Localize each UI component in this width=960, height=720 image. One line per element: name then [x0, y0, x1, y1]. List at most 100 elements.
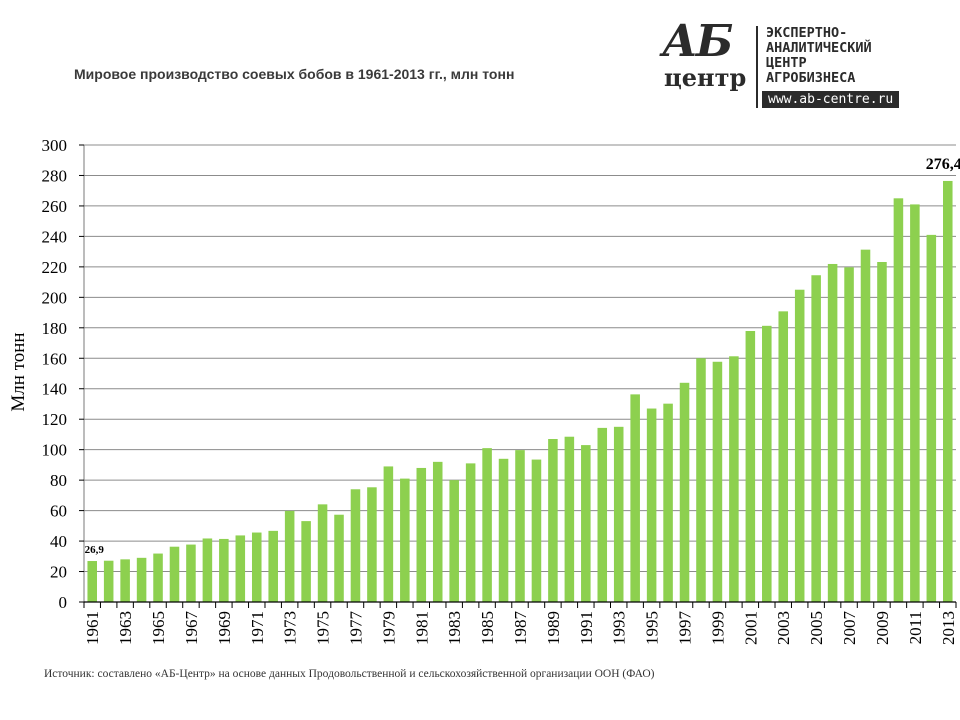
y-tick-labels: 0 20 40 60 80 100 120 140 160 180 200 220 240 260 280 3… [42, 136, 68, 612]
bar [400, 478, 410, 602]
y-tick-label: 120 [42, 410, 68, 429]
bar [482, 448, 492, 602]
bar [581, 445, 591, 602]
axes [79, 144, 957, 608]
bar [762, 325, 772, 602]
x-tick-label: 2005 [807, 611, 826, 645]
bar [778, 311, 789, 602]
bar [136, 557, 147, 602]
bar [169, 546, 180, 602]
bar [860, 249, 871, 602]
bar [811, 275, 821, 602]
x-tick-label: 1981 [412, 611, 431, 645]
bar [827, 263, 838, 602]
data-labels: 26,9 276,4 [85, 156, 960, 556]
bar [597, 427, 608, 602]
x-tick-label: 1991 [577, 611, 596, 645]
logo-mark-top: АБ [662, 16, 733, 67]
y-tick-label: 300 [42, 136, 68, 155]
y-tick-label: 80 [50, 471, 67, 490]
logo-text: ЭКСПЕРТНО- АНАЛИТИЧЕСКИЙ ЦЕНТР АГРОБИЗНЕ… [766, 26, 872, 86]
y-tick-label: 20 [50, 563, 67, 582]
logo-divider [756, 26, 758, 108]
bar [449, 480, 459, 602]
x-tick-label: 1965 [149, 611, 168, 645]
y-tick-label: 40 [50, 532, 67, 551]
bar [696, 358, 706, 602]
y-tick-label: 100 [42, 441, 68, 460]
bar [745, 330, 756, 602]
x-tick-label: 1971 [248, 611, 267, 645]
bar [630, 394, 640, 602]
logo-line: АГРОБИЗНЕСА [766, 70, 856, 86]
bar [613, 426, 624, 602]
x-tick-label: 1973 [281, 611, 300, 645]
bar [334, 514, 344, 602]
bar [465, 463, 476, 602]
logo-line: ЭКСПЕРТНО- [766, 25, 848, 41]
ab-centre-logo: АБ центр ЭКСПЕРТНО- АНАЛИТИЧЕСКИЙ ЦЕНТР … [660, 16, 940, 114]
x-tick-label: 1967 [182, 611, 201, 646]
bar [877, 261, 887, 602]
bar [646, 408, 657, 602]
x-tick-label: 1977 [346, 611, 365, 646]
x-tick-label: 1995 [643, 611, 662, 645]
bars [87, 180, 953, 603]
y-tick-label: 160 [42, 349, 68, 368]
bar [663, 403, 673, 602]
y-tick-label: 180 [42, 319, 68, 338]
bar [383, 466, 394, 602]
source-note: Источник: составлено «АБ-Центр» на основ… [44, 668, 655, 680]
bar [926, 234, 937, 603]
logo-url: www.ab-centre.ru [762, 91, 900, 108]
x-tick-label: 2013 [939, 611, 958, 645]
bar [153, 553, 163, 602]
x-tick-label: 1983 [445, 611, 464, 645]
bar [219, 538, 229, 602]
x-tick-label: 1969 [215, 611, 234, 645]
y-tick-label: 200 [42, 288, 68, 307]
bar [317, 504, 328, 602]
bar [416, 467, 427, 602]
bar [515, 450, 525, 602]
bar [367, 487, 377, 602]
bar [87, 561, 97, 602]
x-tick-label: 1979 [379, 611, 398, 645]
bar [910, 204, 920, 602]
x-tick-label: 2011 [906, 611, 925, 644]
x-tick-label: 1999 [708, 611, 727, 645]
y-tick-label: 140 [42, 380, 68, 399]
bar [120, 559, 130, 602]
x-tick-label: 2001 [741, 611, 760, 645]
y-tick-label: 240 [42, 227, 68, 246]
bar [498, 458, 509, 602]
y-tick-label: 220 [42, 258, 68, 277]
bar [729, 356, 739, 602]
bar [284, 510, 295, 602]
x-tick-label: 1989 [544, 611, 563, 645]
bar [103, 560, 114, 602]
x-tick-label: 2009 [873, 611, 892, 645]
x-tick-label: 1975 [314, 611, 333, 645]
y-tick-label: 260 [42, 197, 68, 216]
bar [235, 535, 246, 602]
x-tick-label: 1987 [511, 611, 530, 646]
bar [712, 361, 723, 602]
x-tick-label: 2003 [774, 611, 793, 645]
y-tick-label: 60 [50, 502, 67, 521]
y-axis-title: Млн тонн [8, 332, 29, 411]
bar [531, 459, 542, 602]
logo-mark-bottom: центр [664, 63, 747, 92]
x-tick-label: 1963 [116, 611, 135, 645]
logo-line: АНАЛИТИЧЕСКИЙ [766, 40, 872, 56]
x-tick-labels: 1961 1963 1965 1967 1969 1971 1973 1975 1977 1979… [83, 611, 958, 646]
bar [268, 530, 278, 602]
bar [548, 439, 558, 602]
bar [679, 382, 690, 602]
bar [186, 544, 196, 602]
grid-lines [84, 144, 956, 573]
bar [202, 538, 213, 602]
bar [893, 198, 904, 603]
bar [350, 489, 361, 602]
x-tick-label: 1997 [676, 611, 695, 646]
